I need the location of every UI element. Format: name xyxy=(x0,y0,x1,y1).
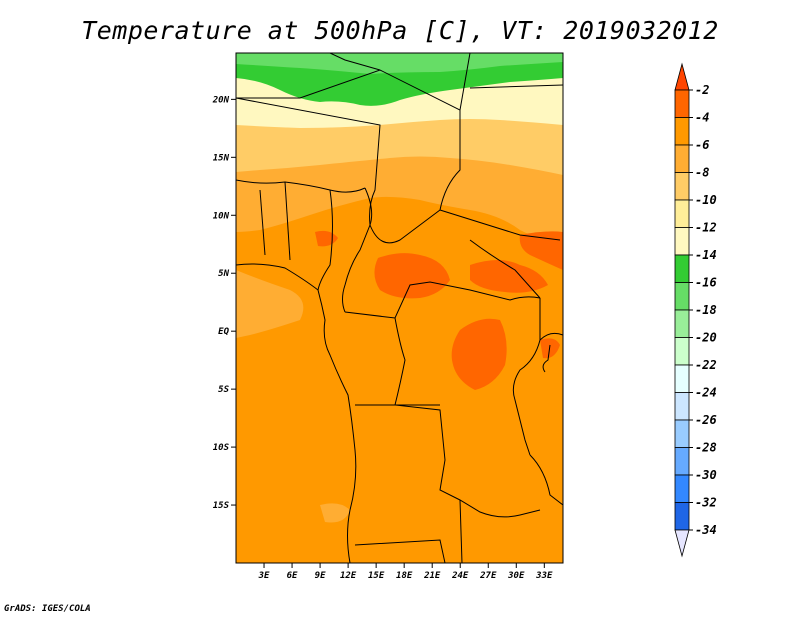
colorbar-label: -10 xyxy=(695,193,717,207)
y-tick-label: 10S xyxy=(213,443,230,453)
x-tick-label: 27E xyxy=(479,571,497,581)
x-tick-label: 33E xyxy=(535,571,553,581)
colorbar-swatch xyxy=(674,337,690,366)
y-tick-label: 15N xyxy=(213,153,230,163)
colorbar-swatch xyxy=(674,89,690,118)
colorbar-swatch xyxy=(674,502,690,531)
colorbar-swatch xyxy=(674,447,690,476)
colorbar-bottom-arrow xyxy=(674,529,690,558)
temp-region-minus14 xyxy=(236,53,563,74)
colorbar-label: -30 xyxy=(695,468,717,482)
colorbar-label: -20 xyxy=(695,331,717,345)
colorbar-label: -18 xyxy=(695,303,717,317)
colorbar-label: -14 xyxy=(695,248,717,262)
colorbar-label: -6 xyxy=(695,138,709,152)
x-tick-label: 15E xyxy=(368,571,385,581)
temp-patch-minus2-d xyxy=(451,318,507,390)
colorbar-label: -2 xyxy=(695,83,709,97)
colorbar-label: -24 xyxy=(695,386,717,400)
colorbar-swatch xyxy=(674,199,690,228)
colorbar-swatch xyxy=(674,227,690,256)
y-tick-label: EQ xyxy=(218,327,229,337)
colorbar-swatch xyxy=(674,144,690,173)
map-field xyxy=(236,53,563,563)
x-tick-label: 12E xyxy=(340,571,357,581)
temp-patch-minus6-south xyxy=(320,503,350,523)
x-tick-label: 21E xyxy=(423,571,441,581)
y-tick-label: 15S xyxy=(213,501,230,511)
credit-text: GrADS: IGES/COLA xyxy=(4,604,91,614)
map-frame xyxy=(235,52,564,564)
x-tick-label: 3E xyxy=(258,571,270,581)
temp-patch-minus2-c xyxy=(519,231,563,270)
y-tick-label: 5S xyxy=(218,385,229,395)
colorbar-swatch xyxy=(674,282,690,311)
y-tick-label: 10N xyxy=(213,211,230,221)
colorbar-swatch xyxy=(674,392,690,421)
colorbar-swatch xyxy=(674,474,690,503)
colorbar-swatch xyxy=(674,419,690,448)
colorbar-top-arrow xyxy=(674,62,690,91)
x-tick-label: 30E xyxy=(507,571,525,581)
colorbar-swatch xyxy=(674,117,690,146)
colorbar-swatch xyxy=(674,364,690,393)
colorbar-label: -34 xyxy=(695,523,717,537)
x-axis: 3E 6E 9E 12E 15E 18E 21E 24E 27E 30E 33E xyxy=(258,563,553,581)
colorbar-swatch xyxy=(674,254,690,283)
y-tick-label: 5N xyxy=(218,269,229,279)
colorbar: -2 -4 -6 -8 -10 -12 -14 -16 -18 -20 -22 -24 -26 -28 -3… xyxy=(674,62,717,558)
chart-title: Temperature at 500hPa [C], VT: 201903201… xyxy=(81,16,719,45)
colorbar-label: -4 xyxy=(695,111,709,125)
colorbar-swatch xyxy=(674,309,690,338)
temp-patch-minus2-a xyxy=(374,253,450,299)
colorbar-label: -26 xyxy=(695,413,717,427)
x-tick-label: 6E xyxy=(287,571,298,581)
x-tick-label: 24E xyxy=(451,571,469,581)
y-tick-label: 20N xyxy=(212,95,230,105)
colorbar-label: -16 xyxy=(695,276,717,290)
x-tick-label: 9E xyxy=(315,571,326,581)
temp-region-minus6-west xyxy=(236,270,304,338)
colorbar-label: -28 xyxy=(695,441,717,455)
y-axis: 20N 15N 10N 5N EQ 5S 10S 15S xyxy=(212,95,236,511)
colorbar-label: -32 xyxy=(695,496,717,510)
colorbar-swatch xyxy=(674,172,690,201)
colorbar-label: -8 xyxy=(695,166,709,180)
colorbar-label: -22 xyxy=(695,358,717,372)
country-borders xyxy=(236,53,563,563)
colorbar-label: -12 xyxy=(695,221,717,235)
x-tick-label: 18E xyxy=(396,571,413,581)
